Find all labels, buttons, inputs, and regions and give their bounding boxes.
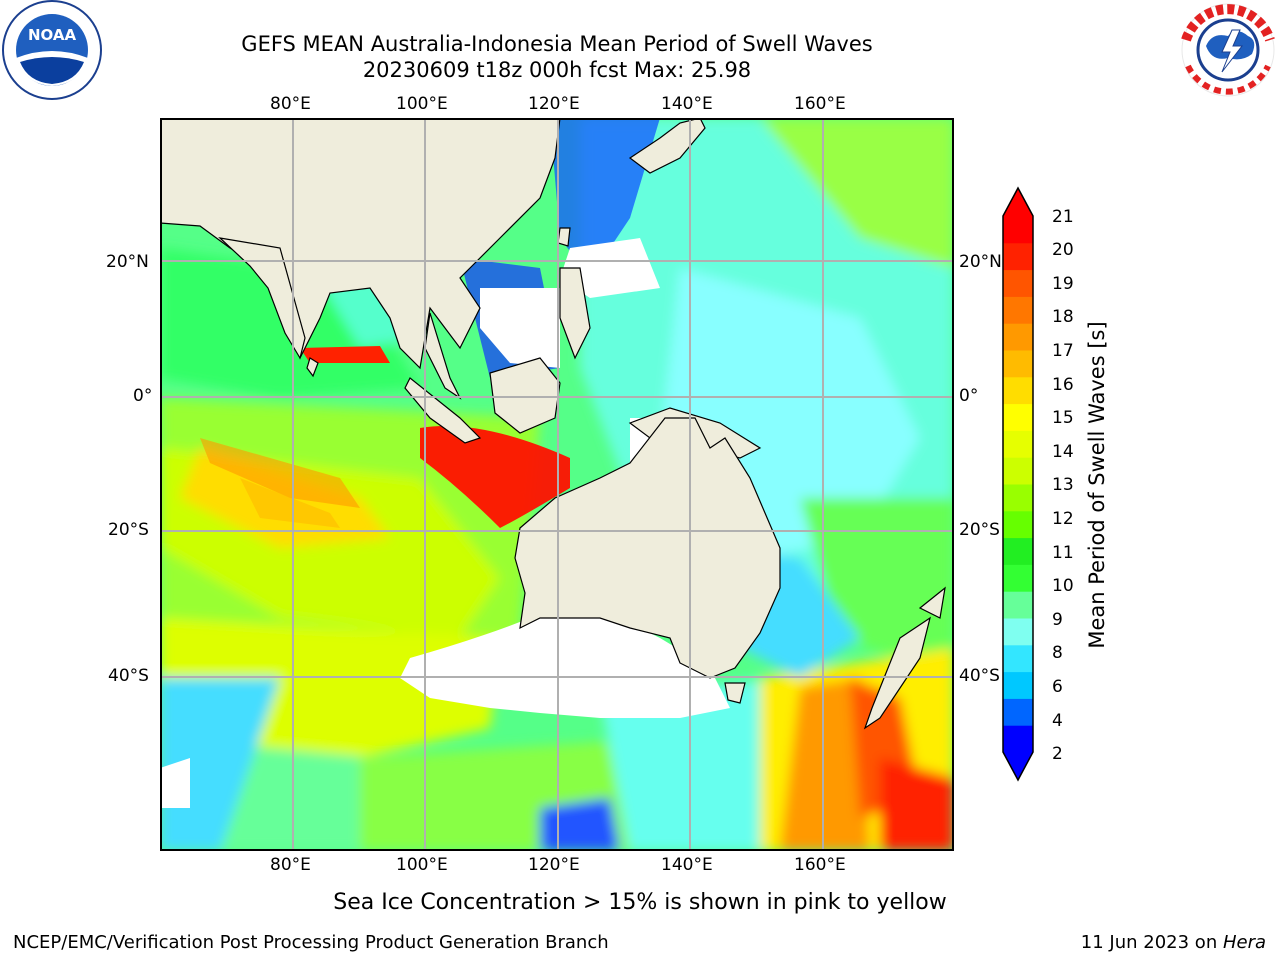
lat-tick-left-0: 0° (133, 386, 153, 406)
lon-tick-bottom-120: 120°E (528, 855, 580, 875)
lat-tick-right-0: 0° (959, 386, 979, 406)
lon-tick-bottom-100: 100°E (396, 855, 448, 875)
colorbar-segment (1003, 430, 1033, 458)
footer-host: Hera (1222, 932, 1266, 953)
colorbar-tick-8: 8 (1052, 643, 1063, 663)
colorbar-segment (1003, 376, 1033, 405)
chart-title-line1: GEFS MEAN Australia-Indonesia Mean Perio… (241, 32, 873, 56)
swell-max-band (420, 426, 570, 528)
colorbar-extend-low (1003, 752, 1033, 780)
map-panel (160, 118, 954, 851)
colorbar-segment (1003, 725, 1033, 753)
colorbar-segment (1003, 484, 1033, 512)
colorbar-segment (1003, 644, 1033, 673)
colorbar-segment (1003, 350, 1033, 378)
lat-tick-right-40s: 40°S (959, 666, 1000, 686)
lon-tick-top-160: 160°E (794, 94, 846, 114)
swell-period-map (160, 118, 954, 851)
colorbar-segment (1003, 618, 1033, 646)
nws-logo (1176, 0, 1280, 104)
footer-left: NCEP/EMC/Verification Post Processing Pr… (13, 932, 609, 953)
map-frame (160, 118, 954, 851)
colorbar-segment (1003, 671, 1033, 699)
colorbar-tick-14: 14 (1052, 442, 1074, 462)
noaa-logo: NOAA (0, 0, 104, 104)
colorbar-segment (1003, 564, 1033, 592)
colorbar-tick-15: 15 (1052, 408, 1074, 428)
colorbar-segment (1003, 510, 1033, 539)
lon-tick-top-120: 120°E (528, 94, 580, 114)
no-data-area (560, 238, 660, 298)
chart-title-line2: 20230609 t18z 000h fcst Max: 25.98 (362, 58, 752, 82)
colorbar-tick-20: 20 (1052, 240, 1074, 260)
colorbar-tick-6: 6 (1052, 677, 1063, 697)
colorbar-tick-16: 16 (1052, 375, 1074, 395)
colorbar-segment (1003, 296, 1033, 324)
colorbar-segment (1003, 242, 1033, 271)
land-masses (160, 118, 946, 730)
lat-tick-right-20s: 20°S (959, 520, 1000, 540)
lat-tick-left-20s: 20°S (108, 520, 149, 540)
lon-tick-bottom-80: 80°E (270, 855, 311, 875)
sea-ice-note: Sea Ice Concentration > 15% is shown in … (333, 890, 947, 915)
colorbar-tick-2: 2 (1052, 744, 1063, 764)
lon-tick-top-80: 80°E (270, 94, 311, 114)
colorbar-label: Mean Period of Swell Waves [s] (1085, 321, 1109, 649)
lon-tick-bottom-160: 160°E (794, 855, 846, 875)
graticule (160, 118, 954, 851)
lon-tick-top-100: 100°E (396, 94, 448, 114)
lat-tick-right-20n: 20°N (959, 252, 1002, 272)
colorbar-segment (1003, 698, 1033, 726)
bay-bengal-band (300, 346, 390, 363)
lon-tick-top-140: 140°E (661, 94, 713, 114)
colorbar-tick-13: 13 (1052, 475, 1074, 495)
noaa-logo-text: NOAA (28, 26, 77, 44)
footer-date: 11 Jun 2023 on (1080, 932, 1223, 953)
footer-right: 11 Jun 2023 on Hera (1081, 932, 1266, 953)
colorbar-segment (1003, 323, 1033, 351)
colorbar-segment (1003, 403, 1033, 431)
colorbar-segment (1003, 457, 1033, 485)
colorbar-outline (1002, 186, 1034, 782)
colorbar-tick-18: 18 (1052, 307, 1074, 327)
colorbar-segment (1003, 591, 1033, 619)
lat-tick-left-20n: 20°N (106, 252, 149, 272)
colorbar (1000, 186, 1036, 782)
colorbar-segment (1003, 216, 1033, 244)
colorbar-tick-12: 12 (1052, 509, 1074, 529)
colorbar-tick-11: 11 (1052, 543, 1074, 563)
lon-tick-bottom-140: 140°E (661, 855, 713, 875)
lat-tick-left-40s: 40°S (108, 666, 149, 686)
colorbar-segment (1003, 537, 1033, 565)
colorbar-tick-4: 4 (1052, 711, 1063, 731)
colorbar-tick-21: 21 (1052, 207, 1074, 227)
colorbar-segment (1003, 269, 1033, 297)
colorbar-tick-9: 9 (1052, 610, 1063, 630)
colorbar-svg (1002, 186, 1034, 782)
colorbar-extend-high (1003, 188, 1033, 216)
colorbar-tick-10: 10 (1052, 576, 1074, 596)
colorbar-tick-19: 19 (1052, 274, 1074, 294)
colorbar-tick-17: 17 (1052, 341, 1074, 361)
